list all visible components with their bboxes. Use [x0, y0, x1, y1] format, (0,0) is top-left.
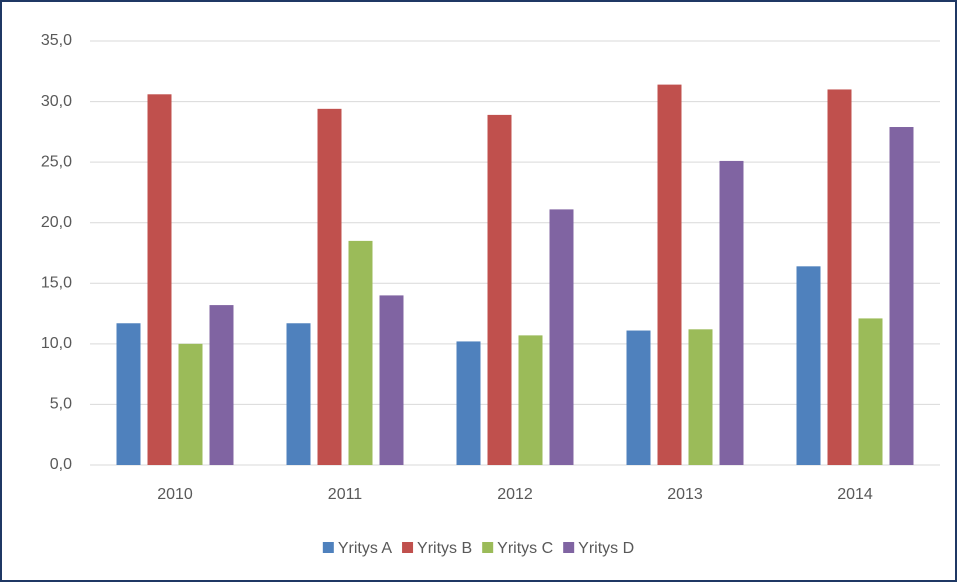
bar: [827, 89, 852, 465]
bar: [719, 160, 744, 465]
legend-swatch: [563, 542, 575, 553]
y-tick-label: 30,0: [41, 93, 72, 110]
bar: [688, 329, 713, 465]
bar: [379, 295, 404, 465]
bar: [657, 84, 682, 466]
bar: [178, 343, 203, 465]
y-tick-label: 15,0: [41, 275, 72, 292]
bar: [456, 341, 481, 465]
x-tick-label: 2011: [328, 486, 363, 503]
bar: [796, 266, 821, 465]
legend-swatch: [482, 542, 494, 553]
bar: [518, 335, 543, 465]
y-tick-label: 20,0: [41, 214, 72, 231]
bar: [286, 323, 311, 465]
bar: [209, 305, 234, 465]
x-tick-label: 2012: [497, 486, 533, 503]
bar: [858, 318, 883, 465]
y-tick-label: 0,0: [50, 456, 72, 473]
legend-label: Yritys A: [338, 540, 393, 557]
y-tick-label: 10,0: [41, 335, 72, 352]
bar: [487, 114, 512, 465]
legend-label: Yritys C: [497, 540, 553, 557]
legend-label: Yritys B: [417, 540, 472, 557]
bar: [147, 94, 172, 465]
legend-swatch: [322, 542, 334, 553]
bar: [348, 240, 373, 465]
legend-label: Yritys D: [578, 540, 634, 557]
bar: [549, 209, 574, 465]
x-tick-label: 2010: [157, 486, 193, 503]
bar: [626, 330, 651, 465]
y-tick-label: 5,0: [50, 396, 72, 413]
x-tick-label: 2014: [837, 486, 873, 503]
legend-swatch: [402, 542, 414, 553]
y-tick-label: 35,0: [41, 32, 72, 49]
x-tick-label: 2013: [667, 486, 703, 503]
bar: [116, 323, 141, 465]
y-tick-label: 25,0: [41, 153, 72, 170]
bar: [317, 108, 342, 465]
bar: [889, 127, 914, 466]
